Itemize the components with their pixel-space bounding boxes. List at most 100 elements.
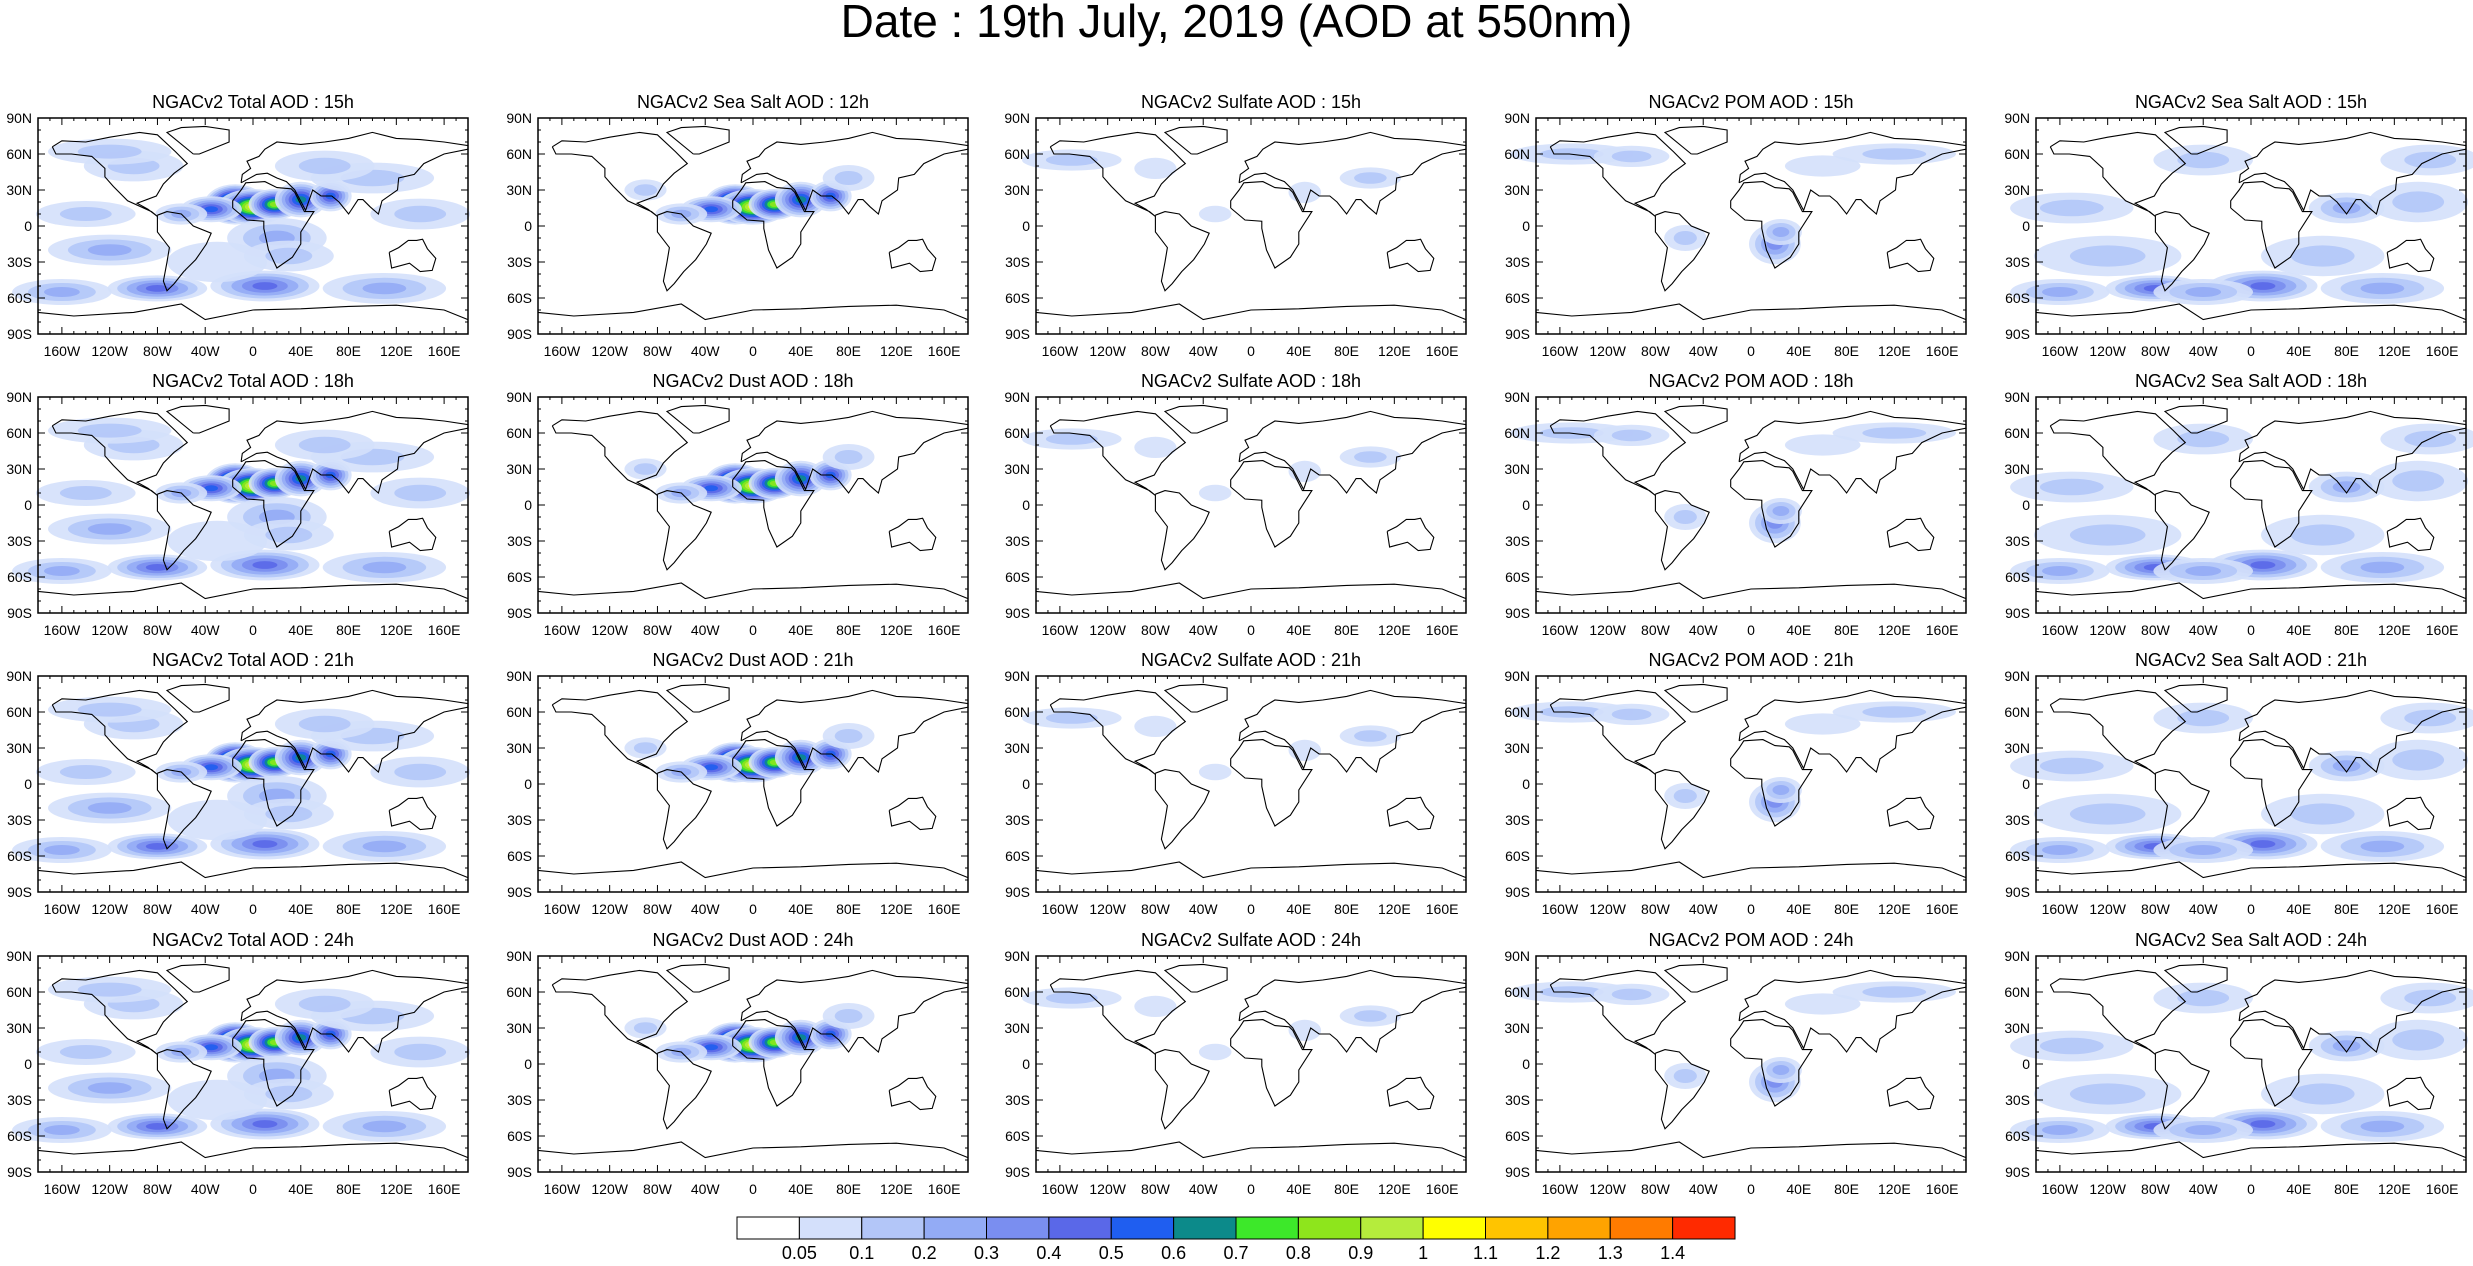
lat-tick-label: 0 <box>524 218 532 234</box>
lat-tick-label: 60S <box>1505 290 1530 306</box>
coastline <box>1535 582 1967 600</box>
aod-contour <box>1673 789 1697 803</box>
lon-tick-label: 40W <box>691 1181 721 1197</box>
coastline <box>1738 410 1967 494</box>
coastline <box>1535 303 1967 321</box>
coastline <box>156 769 212 850</box>
lon-tick-label: 80E <box>336 901 361 917</box>
lon-tick-label: 40E <box>1286 343 1311 359</box>
lon-tick-label: 80E <box>1834 622 1859 638</box>
axis-ticks <box>37 675 469 893</box>
aod-contour <box>167 1079 267 1121</box>
aod-contour <box>2290 524 2355 546</box>
lon-tick-label: 40E <box>2286 343 2311 359</box>
lon-tick-label: 120W <box>2089 343 2126 359</box>
coastline <box>2163 404 2228 434</box>
aod-contour <box>298 157 351 175</box>
aod-contour <box>145 843 169 850</box>
lat-tick-label: 0 <box>2022 776 2030 792</box>
lat-tick-label: 0 <box>524 497 532 513</box>
lat-tick-label: 30S <box>1005 254 1030 270</box>
coastline <box>156 490 212 571</box>
coastlines <box>1535 683 1967 879</box>
coastline <box>165 683 230 713</box>
aod-contour <box>1134 157 1177 179</box>
coastline <box>1663 125 1728 155</box>
lat-tick-label: 60N <box>6 704 32 720</box>
lat-tick-label: 30N <box>6 1020 32 1036</box>
lon-tick-label: 120W <box>1589 901 1626 917</box>
lat-tick-label: 90S <box>1005 605 1030 621</box>
lat-tick-label: 90N <box>506 948 532 964</box>
world-map: 90N 60N 30N 0 30S 60S 90S 160W 120W 80W 40W 0 40E 80E… <box>1504 668 1967 917</box>
lat-tick-label: 30N <box>2004 461 2030 477</box>
lon-tick-label: 160W <box>44 622 81 638</box>
coastlines <box>537 963 969 1159</box>
aod-contour <box>834 450 863 464</box>
lat-tick-label: 30N <box>6 461 32 477</box>
lat-tick-label: 30S <box>507 812 532 828</box>
coastline <box>232 181 315 269</box>
aod-contour <box>59 486 112 500</box>
axis-ticks <box>537 117 969 335</box>
aod-contour <box>1354 1010 1387 1022</box>
lon-tick-label: 120W <box>1089 901 1126 917</box>
coastlines <box>37 683 469 879</box>
lon-tick-label: 120E <box>1378 622 1411 638</box>
aod-contour <box>2039 199 2104 217</box>
world-map: 90N 60N 30N 0 30S 60S 90S 160W 120W 80W 40W 0 40E 80E… <box>6 948 471 1197</box>
lat-tick-label: 90N <box>2004 668 2030 684</box>
lon-tick-label: 160E <box>1426 343 1459 359</box>
colorbar-label: 1.4 <box>1660 1243 1685 1263</box>
panel-title: NGACv2 POM AOD : 21h <box>1648 650 1854 670</box>
aod-contour <box>2039 478 2104 496</box>
aod-contour <box>1611 708 1652 721</box>
lon-tick-label: 40E <box>788 343 813 359</box>
colorbar-swatch <box>923 1216 988 1240</box>
aod-contour <box>2185 566 2222 576</box>
coastline <box>656 211 712 292</box>
map-panel: NGACv2 POM AOD : 15h 90N 60N 30N 0 30S 60S 90S 1… <box>1504 92 1967 359</box>
coastlines <box>2035 683 2467 879</box>
lon-tick-label: 40W <box>691 343 721 359</box>
lon-tick-label: 0 <box>249 622 257 638</box>
lat-tick-label: 90N <box>2004 948 2030 964</box>
lon-tick-label: 80E <box>1834 343 1859 359</box>
coastlines <box>37 125 469 321</box>
coastline <box>888 796 937 831</box>
axis-ticks <box>537 675 969 893</box>
lat-tick-label: 0 <box>524 776 532 792</box>
lon-tick-label: 80E <box>2334 1181 2359 1197</box>
lat-tick-label: 90N <box>1504 948 1530 964</box>
aod-contour <box>362 840 407 853</box>
lat-tick-label: 60S <box>507 848 532 864</box>
lon-tick-label: 80W <box>143 1181 173 1197</box>
lat-tick-label: 90S <box>1005 884 1030 900</box>
aod-contour <box>2290 1083 2355 1105</box>
colorbar-swatch <box>1360 1216 1424 1240</box>
coastline <box>1230 1019 1313 1107</box>
aod-contour <box>252 561 278 569</box>
colorbar-label: 0.4 <box>1036 1243 1061 1263</box>
lat-tick-label: 0 <box>24 218 32 234</box>
coastlines <box>37 404 469 600</box>
aod-contour <box>704 206 718 213</box>
lon-tick-label: 120W <box>91 1181 128 1197</box>
coastline <box>1230 181 1313 269</box>
lon-tick-label: 160W <box>44 343 81 359</box>
lon-tick-label: 120E <box>1878 1181 1911 1197</box>
lon-tick-label: 80W <box>2141 622 2171 638</box>
lon-tick-label: 160W <box>1542 622 1579 638</box>
coastlines <box>2035 404 2467 600</box>
lat-tick-label: 90N <box>2004 110 2030 126</box>
aod-contour <box>394 1043 447 1061</box>
panel-title: NGACv2 Total AOD : 24h <box>152 930 354 950</box>
lon-tick-label: 40E <box>1286 1181 1311 1197</box>
lon-tick-label: 120W <box>91 343 128 359</box>
lon-tick-label: 80W <box>643 343 673 359</box>
lon-tick-label: 120W <box>1589 1181 1626 1197</box>
coastline <box>665 963 730 993</box>
lat-tick-label: 60S <box>1005 569 1030 585</box>
world-map: 90N 60N 30N 0 30S 60S 90S 160W 120W 80W 40W 0 40E 80E… <box>506 948 969 1197</box>
aod-contour <box>2360 282 2405 295</box>
